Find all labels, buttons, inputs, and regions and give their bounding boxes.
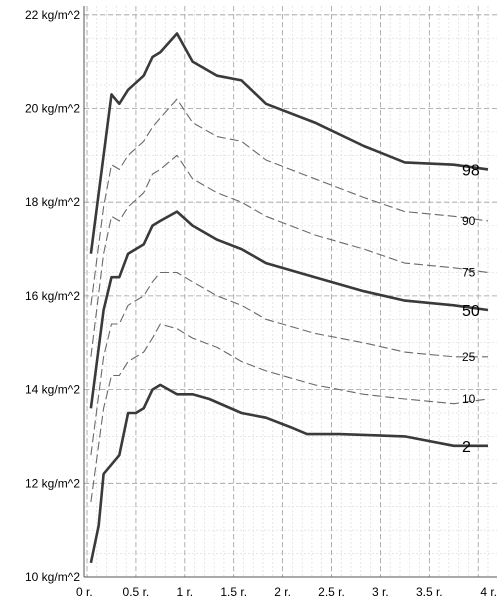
series-label-50: 50 (462, 303, 480, 320)
series-line-25 (90, 271, 488, 456)
x-tick-label: 2 r. (274, 585, 291, 599)
y-tick-label: 16 kg/m^2 (25, 289, 80, 303)
y-tick-label: 20 kg/m^2 (25, 102, 80, 116)
series-labels: 98 90 75 50 25 10 2 (462, 162, 480, 455)
x-tick-label: 4 r. (480, 585, 497, 599)
series-label-98: 98 (462, 162, 480, 179)
y-tick-label: 14 kg/m^2 (25, 383, 80, 397)
series-label-2: 2 (462, 439, 471, 456)
series-label-90: 90 (462, 214, 476, 228)
series-line-2 (89, 383, 488, 564)
x-tick-label: 2.5 r. (318, 585, 345, 599)
series-line-10 (90, 323, 489, 503)
x-tick-labels: 0 r. 0.5 r. 1 r. 1.5 r. 2 r. 2.5 r. 3 r. 3.5 r.… (76, 585, 497, 599)
x-tick-label: 0 r. (76, 585, 93, 599)
y-tick-label: 10 kg/m^2 (25, 570, 80, 584)
x-tick-label: 3 r. (372, 585, 389, 599)
axes (83, 6, 497, 578)
x-tick-label: 0.5 r. (123, 585, 150, 599)
y-tick-label: 18 kg/m^2 (25, 195, 80, 209)
series-line-98 (89, 32, 489, 254)
series-line-90 (90, 98, 489, 306)
series-line-50 (89, 210, 489, 409)
x-tick-label: 1 r. (176, 585, 193, 599)
series-label-25: 25 (462, 350, 476, 364)
major-grid (84, 6, 497, 578)
y-tick-label: 12 kg/m^2 (25, 476, 80, 490)
y-tick-label: 22 kg/m^2 (25, 8, 80, 22)
series-layer (89, 32, 489, 564)
series-label-10: 10 (462, 392, 476, 406)
series-line-75 (90, 154, 489, 357)
y-tick-labels: 10 kg/m^2 12 kg/m^2 14 kg/m^2 16 kg/m^2 18 k… (25, 8, 80, 584)
x-tick-label: 1.5 r. (220, 585, 247, 599)
x-tick-label: 3.5 r. (416, 585, 443, 599)
series-label-75: 75 (462, 266, 476, 280)
